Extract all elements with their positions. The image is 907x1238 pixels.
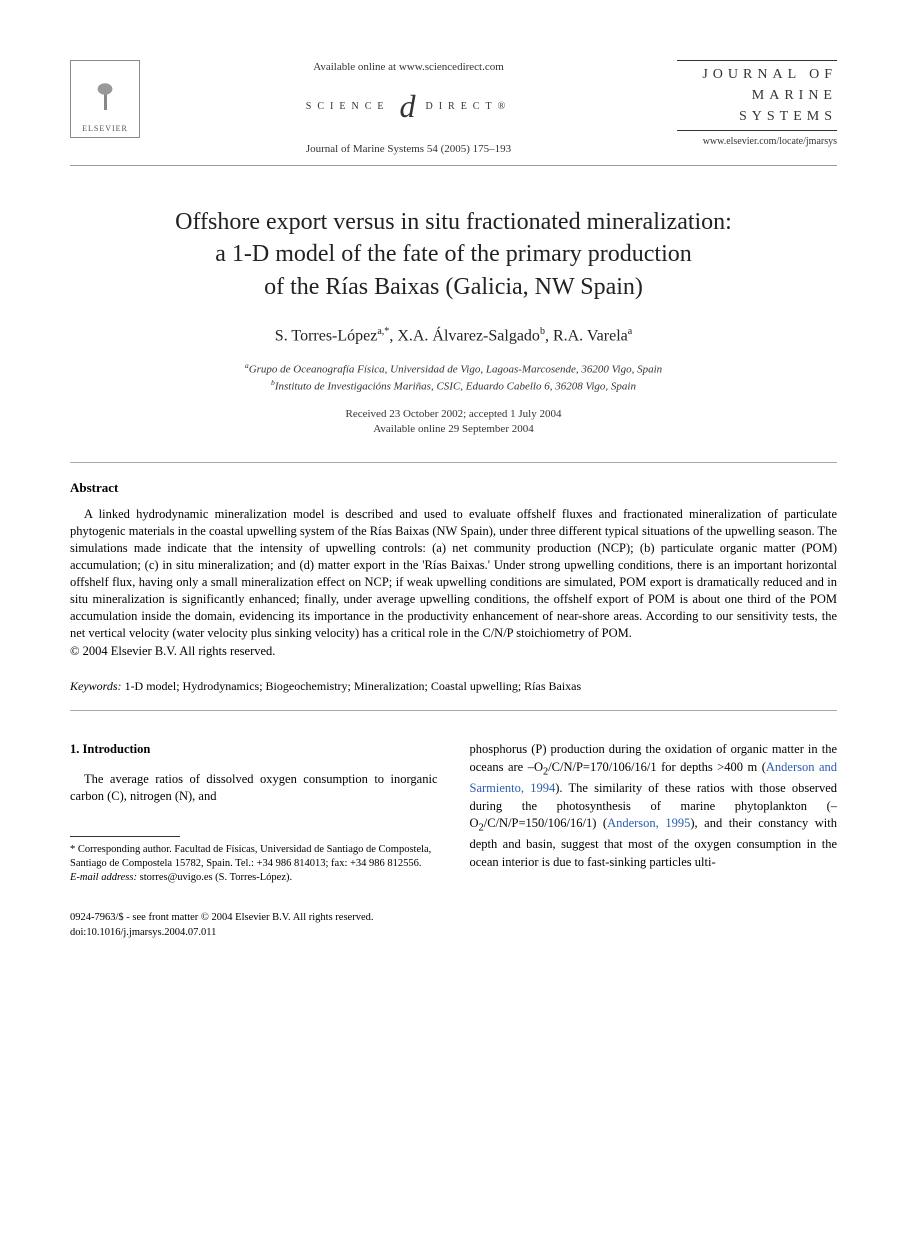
abstract-rule-top <box>70 462 837 463</box>
abstract-heading: Abstract <box>70 479 837 497</box>
abstract-body: A linked hydrodynamic mineralization mod… <box>70 506 837 660</box>
elsevier-label: ELSEVIER <box>82 124 128 135</box>
abstract-rule-bottom <box>70 710 837 711</box>
email-label: E-mail address: <box>70 872 137 883</box>
keywords-line: Keywords: 1-D model; Hydrodynamics; Biog… <box>70 678 837 694</box>
title-line-3: of the Rías Baixas (Galicia, NW Spain) <box>264 274 643 300</box>
elsevier-logo: ELSEVIER <box>70 60 140 138</box>
journal-url: www.elsevier.com/locate/jmarsys <box>677 135 837 149</box>
keywords-text: 1-D model; Hydrodynamics; Biogeochemistr… <box>122 679 582 693</box>
received-date: Received 23 October 2002; accepted 1 Jul… <box>70 407 837 422</box>
affiliation-b: bInstituto de Investigacións Mariñas, CS… <box>70 378 837 395</box>
journal-logo-block: JOURNAL OF MARINE SYSTEMS www.elsevier.c… <box>677 60 837 149</box>
journal-name-2: MARINE <box>677 85 837 106</box>
affiliation-a: aGrupo de Oceanografía Física, Universid… <box>70 361 837 378</box>
author-1-sup: a,* <box>377 326 389 337</box>
page-footer: 0924-7963/$ - see front matter © 2004 El… <box>70 911 837 939</box>
sd-d-icon: d <box>395 85 419 128</box>
footnote-rule <box>70 836 180 837</box>
right-column: phosphorus (P) production during the oxi… <box>470 741 838 885</box>
page-header: ELSEVIER Available online at www.science… <box>70 60 837 157</box>
article-dates: Received 23 October 2002; accepted 1 Jul… <box>70 407 837 438</box>
journal-rule-bottom <box>677 130 837 131</box>
journal-name-3: SYSTEMS <box>677 106 837 127</box>
sd-left: SCIENCE <box>306 100 390 114</box>
rp-1d: /C/N/P=150/106/16/1) ( <box>484 816 607 830</box>
journal-rule-top <box>677 60 837 61</box>
author-3-sup: a <box>628 326 632 337</box>
intro-left-para: The average ratios of dissolved oxygen c… <box>70 771 438 806</box>
journal-name-1: JOURNAL OF <box>677 64 837 85</box>
footer-line-1: 0924-7963/$ - see front matter © 2004 El… <box>70 911 837 925</box>
intro-heading: 1. Introduction <box>70 741 438 759</box>
affil-b-text: Instituto de Investigacións Mariñas, CSI… <box>275 381 636 393</box>
left-column: 1. Introduction The average ratios of di… <box>70 741 438 885</box>
keywords-label: Keywords: <box>70 679 122 693</box>
author-2-sup: b <box>540 326 545 337</box>
author-1: S. Torres-López <box>275 327 378 344</box>
elsevier-tree-icon <box>80 74 130 124</box>
abstract-copyright: © 2004 Elsevier B.V. All rights reserved… <box>70 643 837 660</box>
header-rule <box>70 165 837 166</box>
sciencedirect-logo: SCIENCE d DIRECT® <box>160 85 657 128</box>
corresponding-footnote: * Corresponding author. Facultad de Físi… <box>70 843 438 871</box>
email-value: storres@uvigo.es (S. Torres-López). <box>137 872 292 883</box>
article-title: Offshore export versus in situ fractiona… <box>70 206 837 303</box>
author-2: X.A. Álvarez-Salgado <box>397 327 540 344</box>
author-3: R.A. Varela <box>553 327 628 344</box>
citation-line: Journal of Marine Systems 54 (2005) 175–… <box>160 142 657 157</box>
center-header: Available online at www.sciencedirect.co… <box>140 60 677 157</box>
rp-1b: /C/N/P=170/106/16/1 for depths >400 m ( <box>548 760 766 774</box>
authors-line: S. Torres-Lópeza,*, X.A. Álvarez-Salgado… <box>70 325 837 347</box>
sd-right: DIRECT® <box>425 100 511 114</box>
title-line-2: a 1-D model of the fate of the primary p… <box>215 241 692 267</box>
email-footnote: E-mail address: storres@uvigo.es (S. Tor… <box>70 871 438 885</box>
footer-line-2: doi:10.1016/j.jmarsys.2004.07.011 <box>70 926 837 940</box>
intro-right-para: phosphorus (P) production during the oxi… <box>470 741 838 871</box>
affil-a-text: Grupo de Oceanografía Física, Universida… <box>249 364 662 376</box>
available-online-text: Available online at www.sciencedirect.co… <box>160 60 657 75</box>
abstract-text: A linked hydrodynamic mineralization mod… <box>70 506 837 641</box>
online-date: Available online 29 September 2004 <box>70 422 837 437</box>
cite-anderson-1995[interactable]: Anderson, 1995 <box>607 816 690 830</box>
title-line-1: Offshore export versus in situ fractiona… <box>175 209 732 235</box>
body-columns: 1. Introduction The average ratios of di… <box>70 741 837 885</box>
